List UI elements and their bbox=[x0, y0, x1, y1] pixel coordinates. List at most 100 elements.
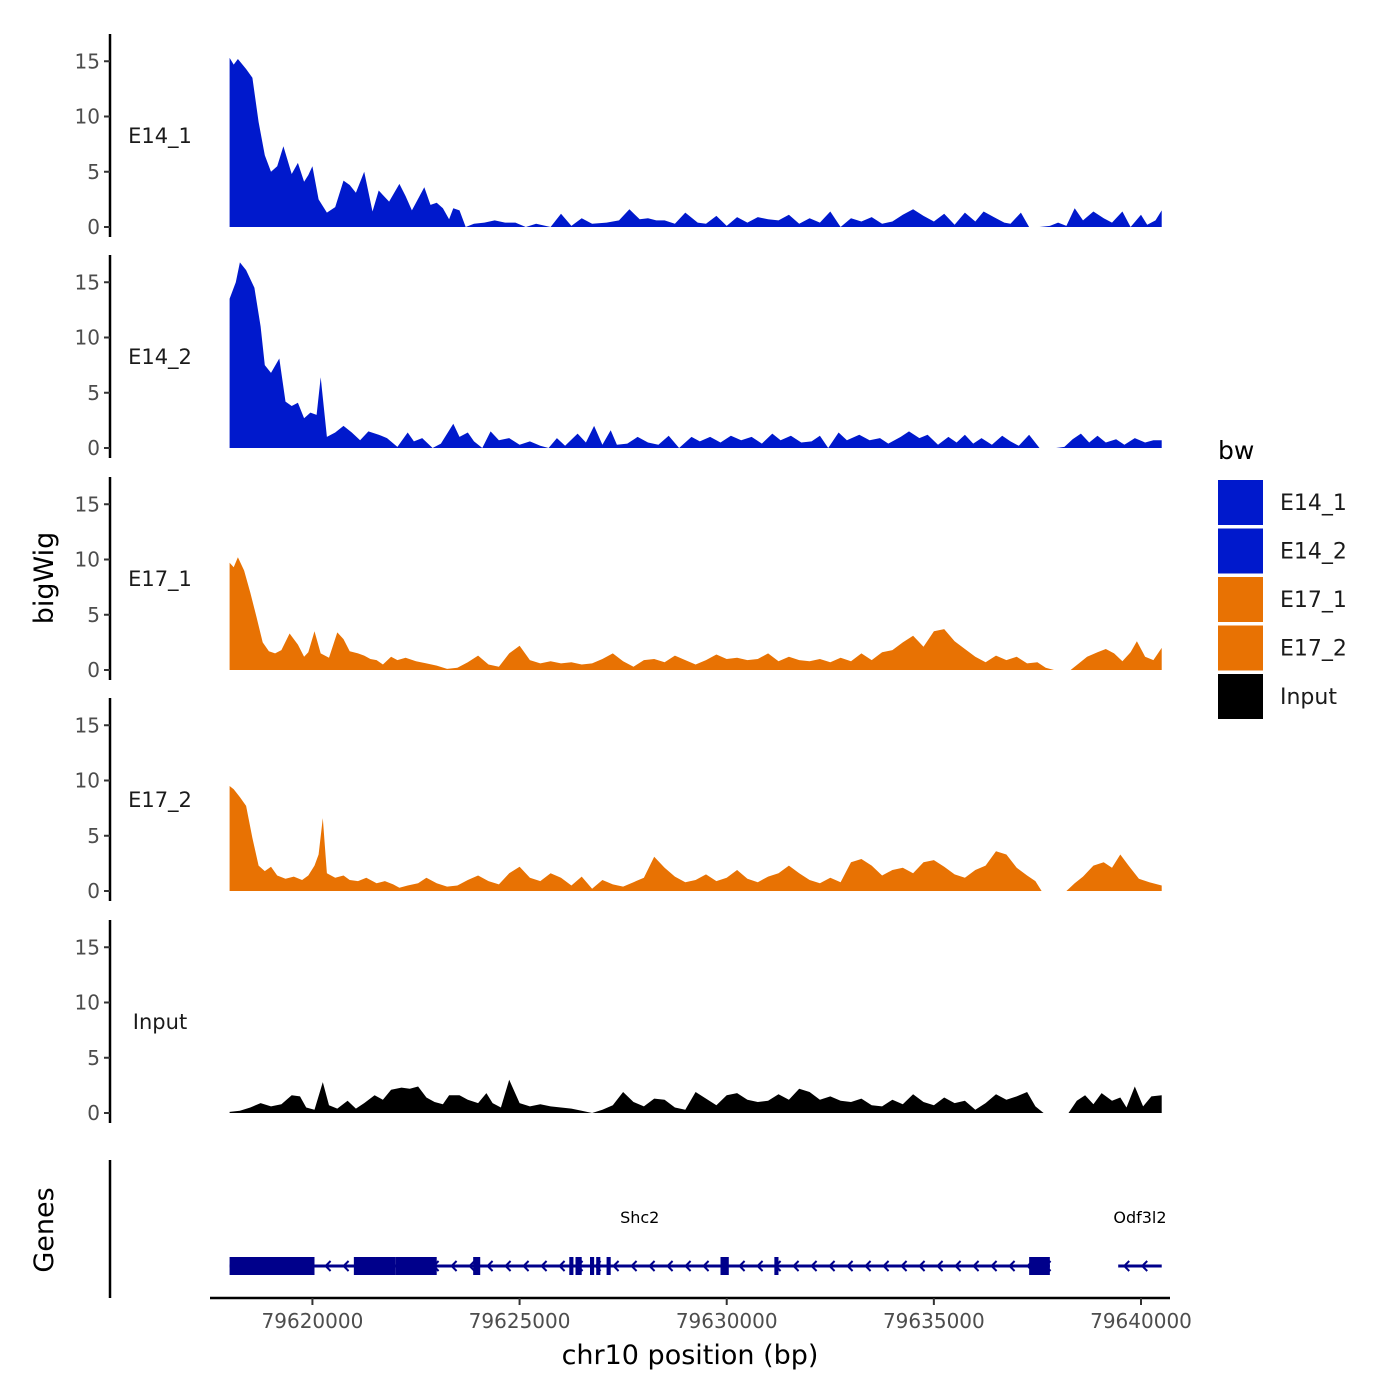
x-tick-label: 79625000 bbox=[469, 1309, 571, 1333]
track-panels: 0 5 10 15 E14_1 0 5 10 15 E14_2 0 5 10 15 E17_1 0 5 10 15 E… bbox=[75, 34, 1162, 1125]
exon-block bbox=[575, 1257, 582, 1275]
y-tick-label: 10 bbox=[75, 105, 100, 129]
strand-arrow bbox=[828, 1260, 836, 1272]
strand-arrow bbox=[846, 1260, 854, 1272]
genes-panel: Shc2 Odf3l2 bbox=[108, 1160, 1167, 1298]
legend-item-Input: Input bbox=[1218, 674, 1337, 719]
strand-arrow bbox=[756, 1260, 764, 1272]
exon-block bbox=[569, 1257, 574, 1275]
exon-block bbox=[596, 1257, 601, 1275]
y-tick-label: 5 bbox=[87, 603, 100, 627]
series-area-E17_1 bbox=[229, 557, 1162, 670]
legend-swatch bbox=[1218, 674, 1263, 719]
series-area-E14_2 bbox=[229, 262, 1162, 448]
strand-arrow bbox=[630, 1260, 638, 1272]
track-label-E14_1: E14_1 bbox=[128, 124, 192, 149]
y-tick-label: 0 bbox=[87, 215, 100, 239]
exon-block bbox=[353, 1257, 396, 1275]
series-area-E17_2 bbox=[229, 786, 1162, 891]
strand-arrow bbox=[810, 1260, 818, 1272]
series-area-E14_1 bbox=[229, 57, 1162, 228]
x-axis: 79620000 79625000 79630000 79635000 79640000 bbox=[210, 1296, 1192, 1333]
gene-Shc2: Shc2 bbox=[229, 1208, 1052, 1275]
exon-block bbox=[395, 1257, 437, 1275]
series-area-Input bbox=[229, 1079, 1162, 1113]
legend-label: E17_2 bbox=[1280, 637, 1347, 662]
exon-block bbox=[473, 1257, 481, 1275]
strand-arrow bbox=[792, 1260, 800, 1272]
y-tick-label: 15 bbox=[75, 270, 100, 294]
strand-arrow bbox=[486, 1260, 494, 1272]
y-tick-label: 5 bbox=[87, 381, 100, 405]
track-label-E17_2: E17_2 bbox=[128, 788, 192, 813]
strand-arrow bbox=[738, 1260, 746, 1272]
x-tick-label: 79640000 bbox=[1090, 1309, 1192, 1333]
track-panel-E14_2: 0 5 10 15 E14_2 bbox=[75, 255, 1162, 460]
exon-block bbox=[606, 1257, 611, 1275]
legend-title: bw bbox=[1218, 436, 1254, 465]
legend: E14_1 E14_2 E17_1 E17_2 Input bbox=[1218, 480, 1347, 719]
strand-arrow bbox=[702, 1260, 710, 1272]
legend-item-E14_2: E14_2 bbox=[1218, 528, 1347, 574]
strand-arrow bbox=[522, 1260, 530, 1272]
y-tick-label: 15 bbox=[75, 935, 100, 959]
exon-block bbox=[590, 1257, 595, 1275]
strand-arrow bbox=[882, 1260, 890, 1272]
track-label-E14_2: E14_2 bbox=[128, 345, 192, 370]
strand-arrow bbox=[540, 1260, 548, 1272]
strand-arrow bbox=[342, 1260, 350, 1272]
y-tick-label: 10 bbox=[75, 991, 100, 1015]
strand-arrow bbox=[1008, 1260, 1016, 1272]
legend-swatch bbox=[1218, 625, 1263, 671]
strand-arrow bbox=[954, 1260, 962, 1272]
y-tick-label: 0 bbox=[87, 658, 100, 682]
strand-arrow bbox=[936, 1260, 944, 1272]
track-panel-E17_2: 0 5 10 15 E17_2 bbox=[75, 698, 1162, 903]
y-tick-label: 15 bbox=[75, 49, 100, 73]
y-tick-label: 10 bbox=[75, 769, 100, 793]
y-tick-label: 5 bbox=[87, 1046, 100, 1070]
strand-arrow bbox=[900, 1260, 908, 1272]
strand-arrow bbox=[450, 1260, 458, 1272]
y-axis-title: bigWig bbox=[29, 532, 60, 625]
y-tick-label: 0 bbox=[87, 436, 100, 460]
legend-label: E14_2 bbox=[1280, 540, 1347, 565]
strand-arrow bbox=[324, 1260, 332, 1272]
legend-item-E14_1: E14_1 bbox=[1218, 480, 1347, 525]
exon-block bbox=[229, 1257, 315, 1275]
strand-arrow bbox=[990, 1260, 998, 1272]
track-panel-E17_1: 0 5 10 15 E17_1 bbox=[75, 477, 1162, 682]
legend-swatch bbox=[1218, 480, 1263, 525]
strand-arrow bbox=[972, 1260, 980, 1272]
legend-label: E14_1 bbox=[1280, 491, 1347, 516]
x-axis-title: chr10 position (bp) bbox=[562, 1340, 819, 1371]
strand-arrow bbox=[648, 1260, 656, 1272]
legend-item-E17_2: E17_2 bbox=[1218, 625, 1347, 671]
track-panel-Input: 0 5 10 15 Input bbox=[75, 920, 1162, 1125]
legend-swatch bbox=[1218, 528, 1263, 574]
y-tick-label: 0 bbox=[87, 879, 100, 903]
x-tick-label: 79635000 bbox=[883, 1309, 985, 1333]
y-tick-label: 15 bbox=[75, 492, 100, 516]
track-label-E17_1: E17_1 bbox=[128, 567, 192, 592]
strand-arrow bbox=[918, 1260, 926, 1272]
exon-block bbox=[720, 1257, 729, 1275]
y-tick-label: 0 bbox=[87, 1101, 100, 1125]
track-label-Input: Input bbox=[133, 1010, 187, 1034]
x-tick-label: 79630000 bbox=[676, 1309, 778, 1333]
y-tick-label: 10 bbox=[75, 326, 100, 350]
legend-label: Input bbox=[1280, 685, 1337, 710]
track-panel-E14_1: 0 5 10 15 E14_1 bbox=[75, 34, 1162, 239]
genes-axis-title: Genes bbox=[29, 1187, 60, 1272]
strand-arrow bbox=[1122, 1260, 1130, 1272]
strand-arrow bbox=[504, 1260, 512, 1272]
gene-Odf3l2: Odf3l2 bbox=[1113, 1208, 1167, 1272]
strand-arrow bbox=[666, 1260, 674, 1272]
x-tick-label: 79620000 bbox=[262, 1309, 364, 1333]
strand-arrow bbox=[612, 1260, 620, 1272]
exon-block bbox=[1029, 1257, 1050, 1275]
exon-block bbox=[774, 1257, 779, 1275]
y-tick-label: 15 bbox=[75, 713, 100, 737]
y-tick-label: 5 bbox=[87, 160, 100, 184]
